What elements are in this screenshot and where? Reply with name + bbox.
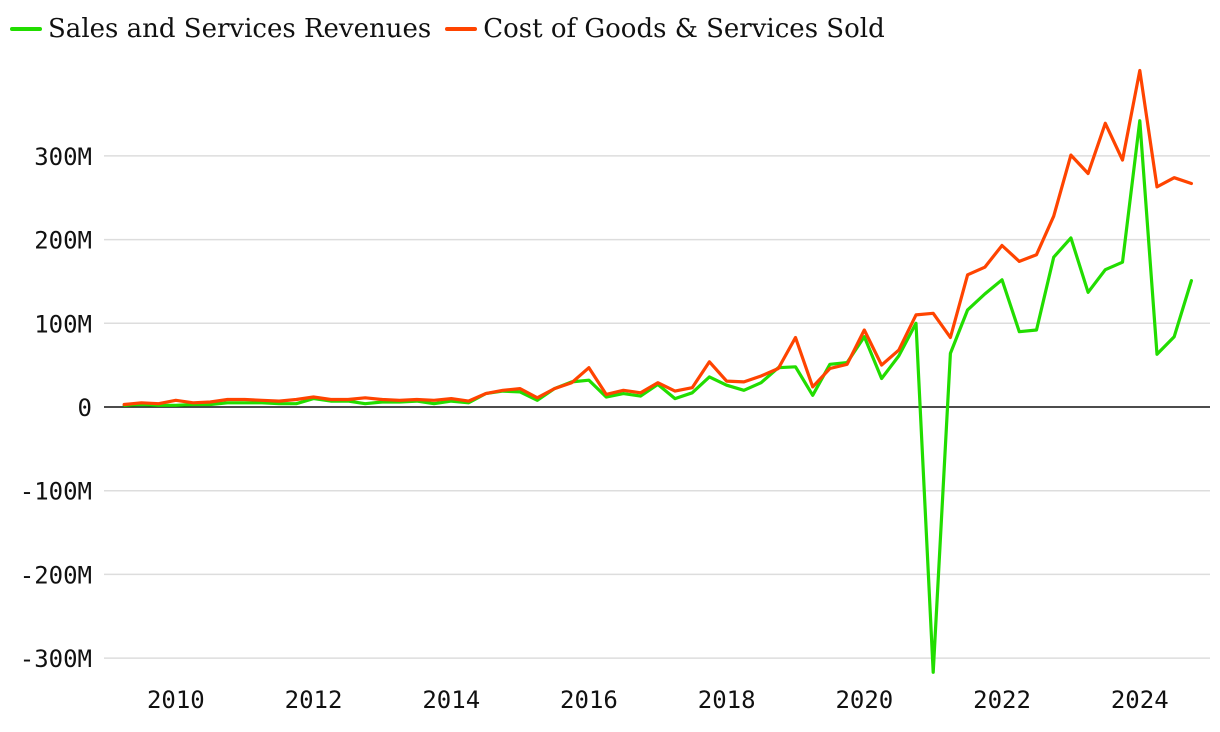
series-line-cogs — [122, 68, 1194, 407]
x-axis-ticks: 2010 2012 2014 2016 2018 2020 2022 2024 — [147, 686, 1169, 714]
x-tick-label: 2018 — [698, 686, 756, 714]
y-axis-ticks: 300M 200M 100M 0 -100M -200M -300M — [20, 143, 92, 673]
y-tick-label: 0 — [78, 394, 92, 422]
legend-label-revenues: Sales and Services Revenues — [48, 14, 432, 44]
series-lines — [122, 68, 1194, 674]
x-tick-label: 2020 — [835, 686, 893, 714]
x-tick-label: 2012 — [285, 686, 343, 714]
series-line-revenues — [122, 119, 1194, 674]
y-tick-label: -100M — [20, 478, 92, 506]
y-tick-label: 100M — [34, 310, 92, 338]
x-tick-label: 2022 — [973, 686, 1031, 714]
y-tick-label: -300M — [20, 645, 92, 673]
y-tick-label: 200M — [34, 227, 92, 255]
legend: Sales and Services Revenues Cost of Good… — [10, 14, 899, 44]
x-tick-label: 2010 — [147, 686, 205, 714]
legend-swatch-cogs — [445, 27, 478, 31]
y-tick-label: -200M — [20, 561, 92, 589]
x-tick-label: 2014 — [422, 686, 480, 714]
legend-swatch-revenues — [10, 27, 42, 31]
y-tick-label: 300M — [34, 143, 92, 171]
legend-item-revenues[interactable]: Sales and Services Revenues — [10, 14, 431, 44]
x-tick-label: 2016 — [560, 686, 618, 714]
x-tick-label: 2024 — [1111, 686, 1169, 714]
legend-item-cogs[interactable]: Cost of Goods & Services Sold — [445, 14, 885, 44]
gridlines — [104, 155, 1210, 659]
legend-label-cogs: Cost of Goods & Services Sold — [483, 14, 885, 44]
